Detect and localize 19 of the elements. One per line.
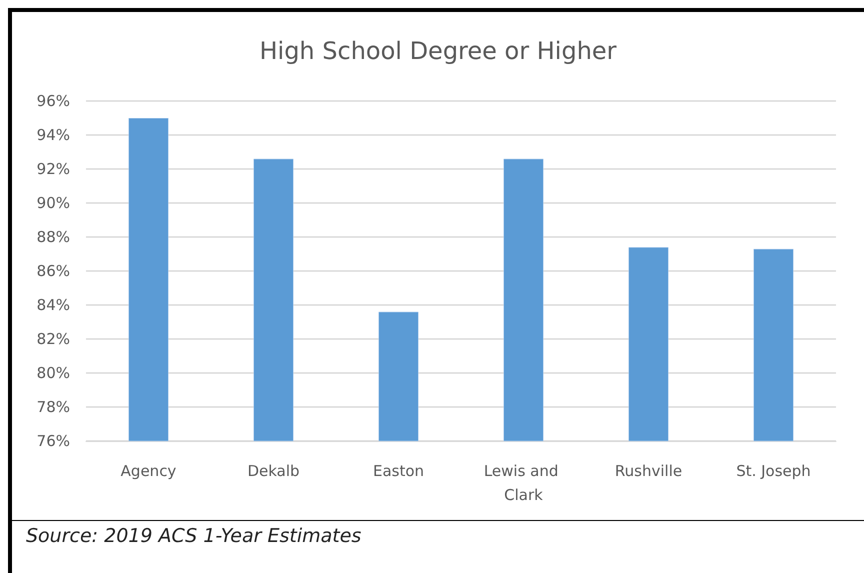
x-tick-label: Agency xyxy=(120,462,176,480)
x-tick-label: Rushville xyxy=(614,462,682,480)
y-tick-label: 82% xyxy=(36,330,70,348)
y-tick-label: 88% xyxy=(36,228,70,246)
y-tick-label: 92% xyxy=(36,160,70,178)
x-tick-label: Dekalb xyxy=(247,462,300,480)
chart-title: High School Degree or Higher xyxy=(259,37,617,65)
y-tick-label: 96% xyxy=(36,92,70,110)
x-tick-label: Easton xyxy=(372,462,424,480)
x-tick-label: St. Joseph xyxy=(736,462,811,480)
y-tick-label: 84% xyxy=(36,296,70,314)
source-note: Source: 2019 ACS 1-Year Estimates xyxy=(26,525,362,547)
y-tick-label: 90% xyxy=(36,194,70,212)
x-tick-label: Lewis and Clark xyxy=(484,462,564,504)
y-tick-label: 86% xyxy=(36,262,70,280)
y-tick-label: 76% xyxy=(36,432,70,450)
y-tick-label: 94% xyxy=(36,126,70,144)
y-tick-label: 78% xyxy=(36,398,70,416)
y-tick-label: 80% xyxy=(36,364,70,382)
